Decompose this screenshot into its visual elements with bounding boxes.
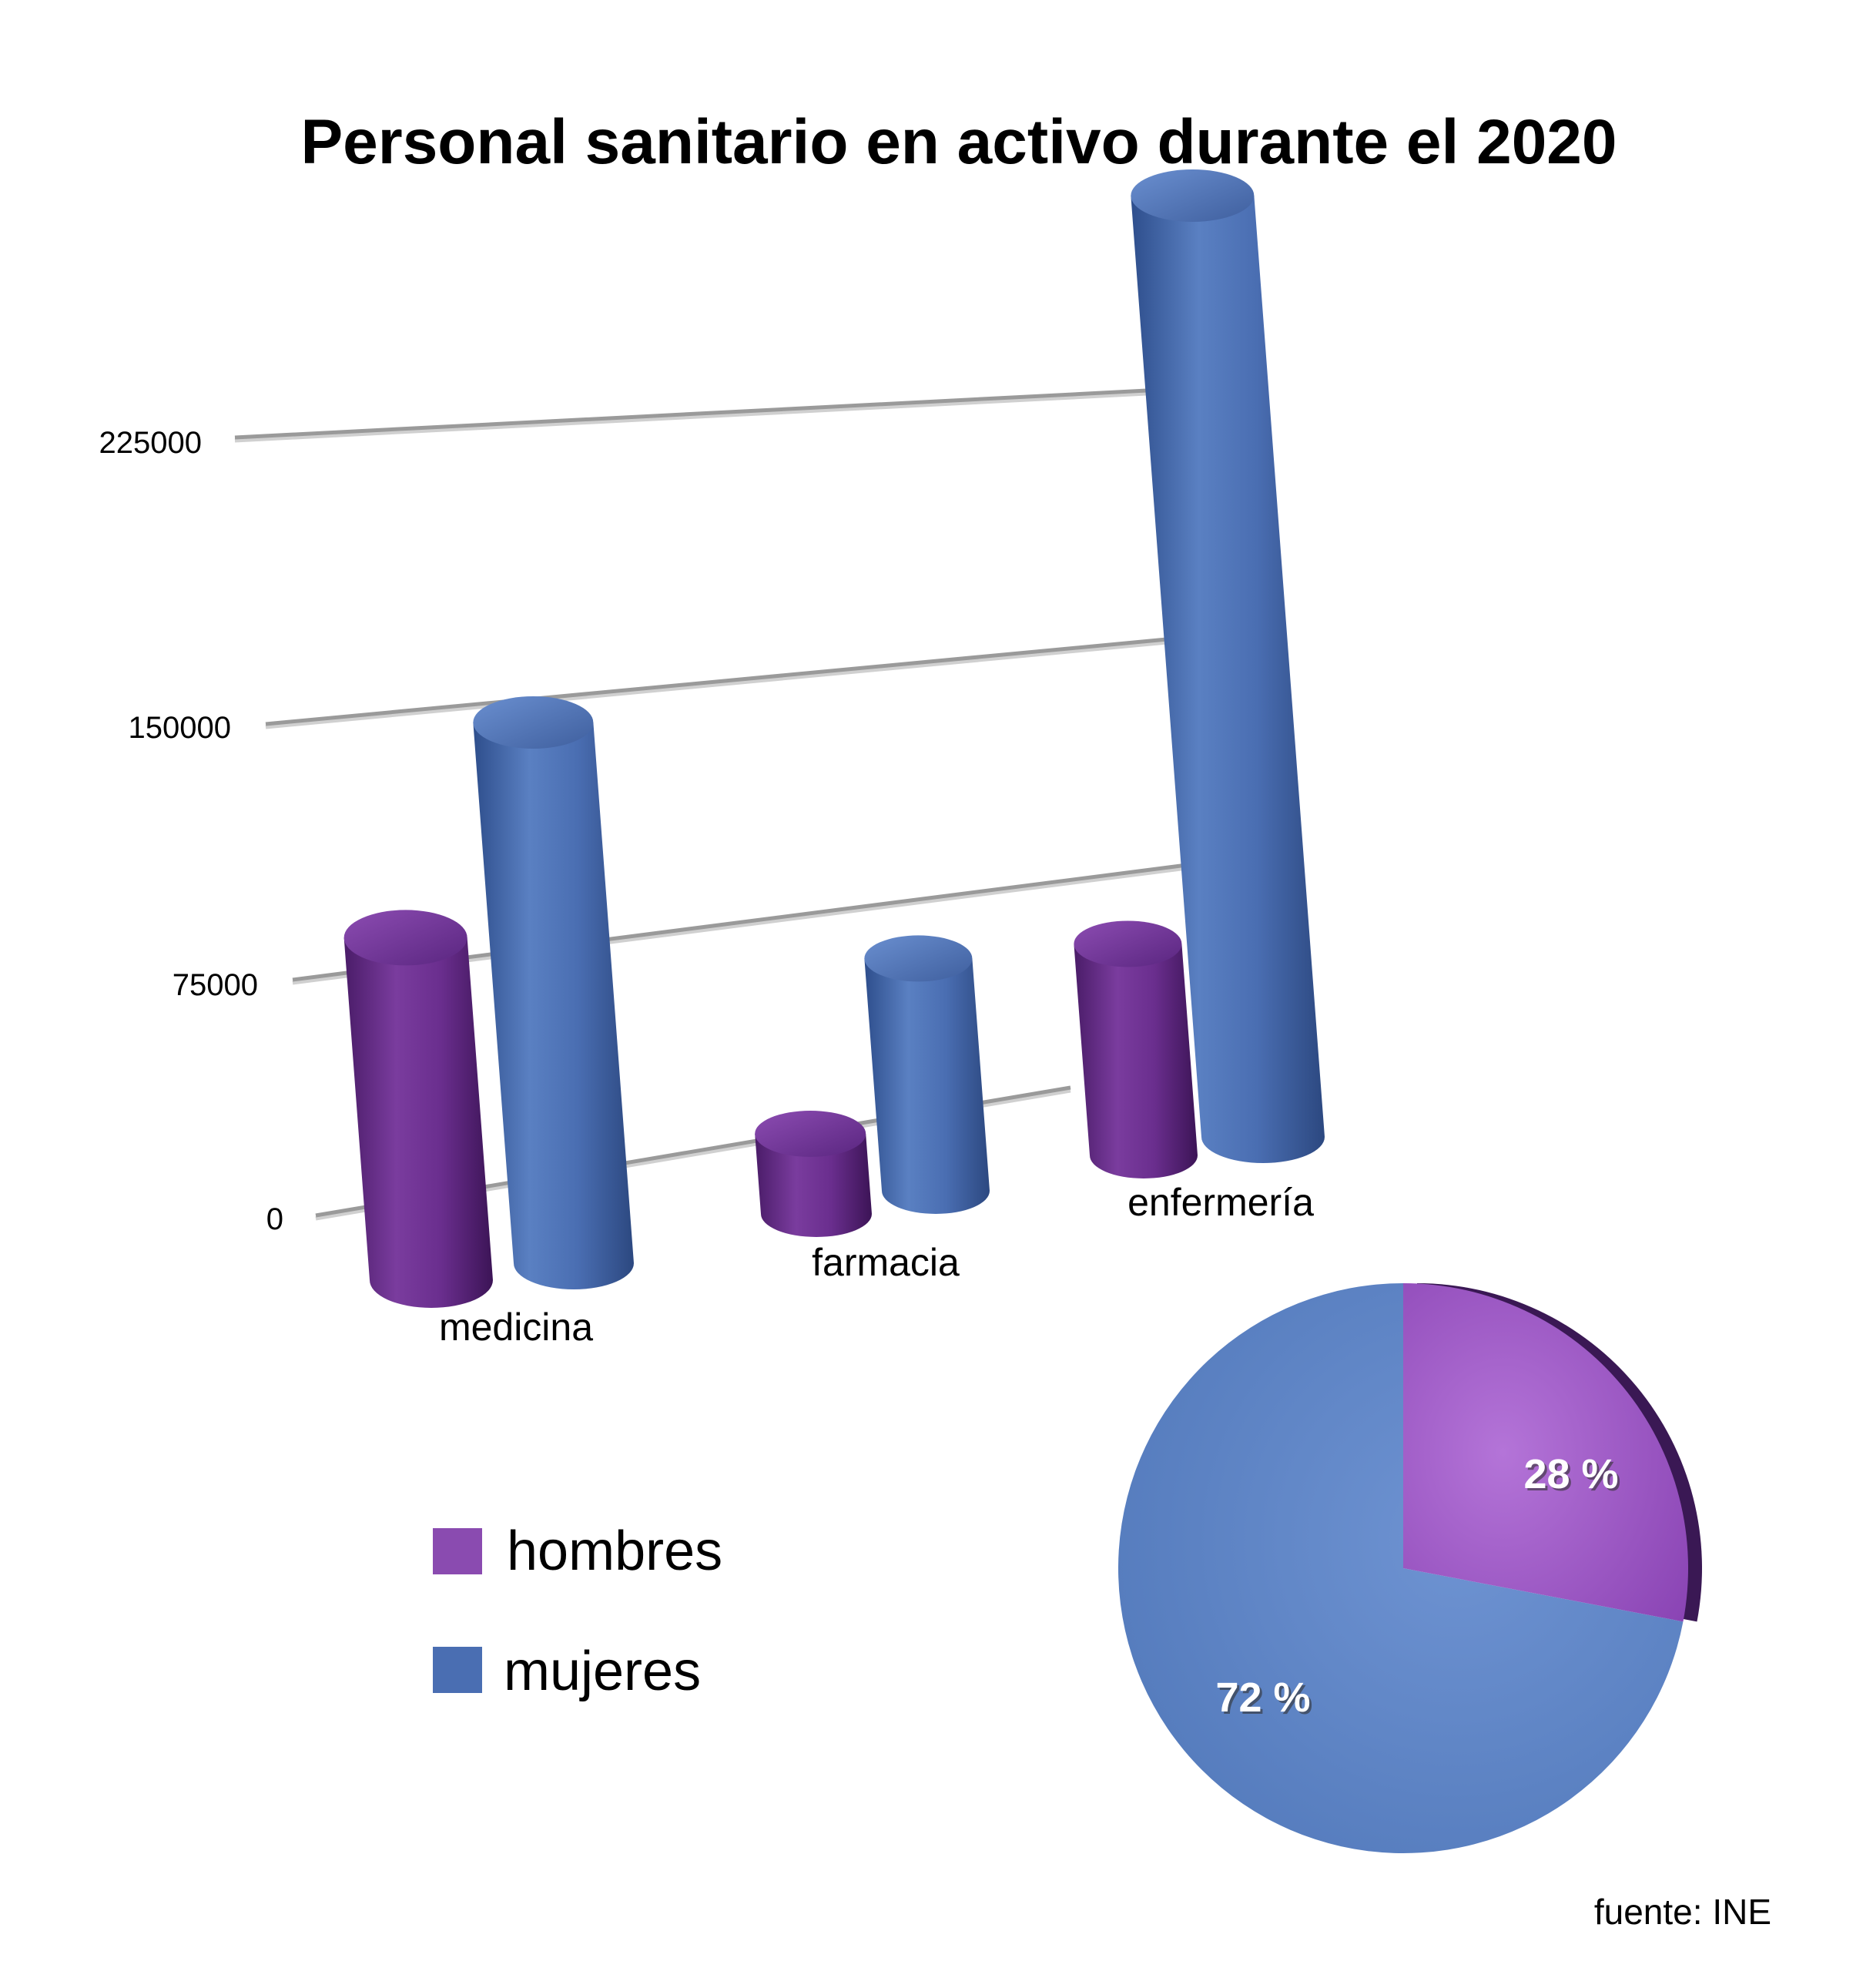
category-label: medicina — [439, 1306, 593, 1349]
category-label: farmacia — [812, 1241, 960, 1284]
bar-series — [343, 169, 1325, 1308]
bar-top — [864, 935, 973, 982]
bar-mujeres-2 — [1131, 169, 1325, 1163]
bar-body — [1131, 196, 1325, 1163]
bar-hombres-2 — [1074, 920, 1198, 1178]
y-axis-ticks: 0 75000 150000 225000 — [99, 426, 283, 1236]
y-tick-label: 150000 — [129, 711, 231, 745]
y-tick-label: 225000 — [99, 426, 202, 460]
bar-body — [473, 722, 634, 1289]
grid-line — [234, 383, 1252, 440]
pie-label-shadow: 72 % — [1218, 1677, 1312, 1723]
pie-label-hombres: 28 % — [1523, 1451, 1618, 1497]
source-note: fuente: INE — [1594, 1892, 1771, 1932]
bar-top — [755, 1111, 866, 1157]
legend-label-mujeres: mujeres — [504, 1641, 701, 1702]
y-tick-label: 0 — [266, 1202, 283, 1236]
bar-hombres-0 — [343, 910, 493, 1308]
chart-title: Personal sanitario en activo durante el … — [300, 107, 1617, 177]
category-labels: medicina farmacia enfermería — [439, 1181, 1314, 1349]
grid-line-shadow — [234, 386, 1252, 443]
bar-top — [1131, 169, 1255, 222]
pie-slice-hombres — [1403, 1283, 1689, 1622]
bar-top — [343, 910, 467, 966]
legend: hombres mujeres — [433, 1520, 722, 1702]
y-tick-label: 75000 — [173, 968, 258, 1002]
category-label: enfermería — [1127, 1181, 1314, 1224]
bar-body — [1074, 944, 1198, 1178]
bar-mujeres-0 — [473, 696, 634, 1289]
bar-body — [755, 1134, 872, 1237]
bar-top — [1074, 920, 1182, 967]
pie-slice-mujeres — [1118, 1283, 1684, 1853]
pie-label-shadow: 28 % — [1526, 1453, 1620, 1500]
legend-swatch-mujeres — [433, 1647, 482, 1693]
pie-chart: 28 %28 %72 %72 % — [1118, 1283, 1702, 1853]
bar-top — [473, 696, 594, 749]
pie-label-mujeres: 72 % — [1215, 1675, 1310, 1721]
legend-label-hombres: hombres — [507, 1520, 722, 1582]
legend-swatch-hombres — [433, 1528, 482, 1574]
grid-line — [265, 631, 1233, 726]
bar-body — [864, 958, 990, 1214]
bar-mujeres-1 — [864, 935, 990, 1214]
bar-body — [343, 937, 493, 1308]
bar-hombres-1 — [755, 1111, 872, 1237]
grid-line-shadow — [265, 634, 1233, 729]
